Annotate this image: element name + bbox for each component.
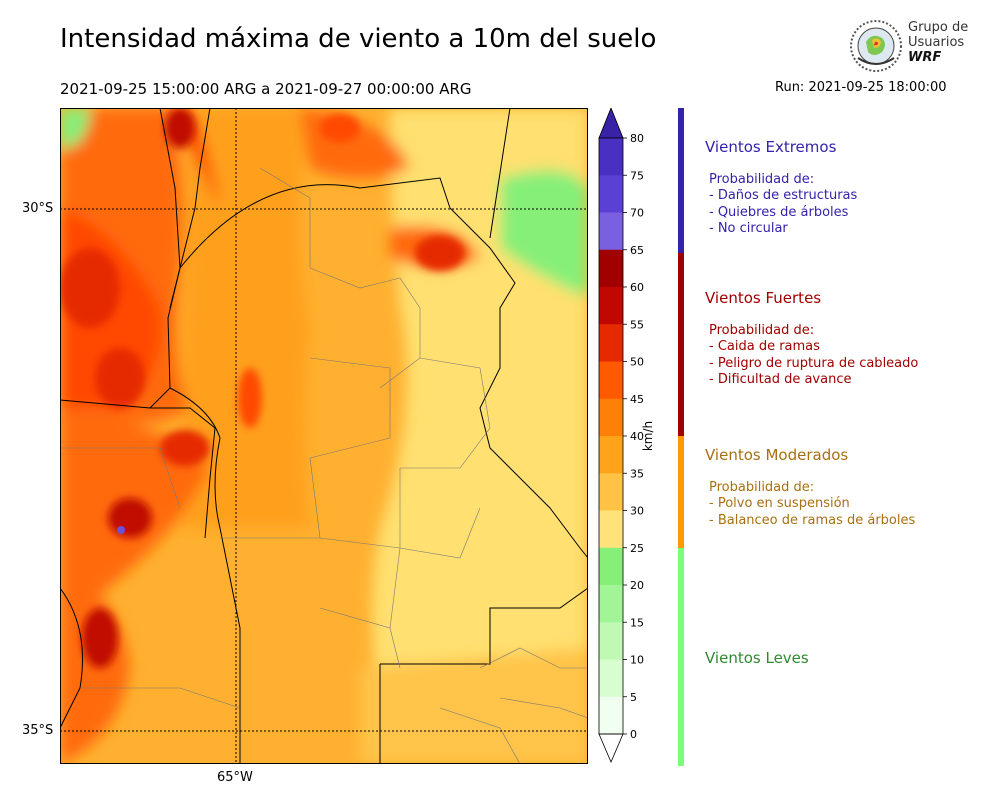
globe-logo-icon xyxy=(850,20,902,72)
logo-text: Grupo de Usuarios WRF xyxy=(908,20,969,65)
category-description-line: - Caida de ramas xyxy=(709,339,820,355)
lat-label-35s: 35°S xyxy=(22,723,54,738)
run-time: Run: 2021-09-25 18:00:00 xyxy=(775,80,947,95)
category-color-bar xyxy=(678,253,684,436)
category-description-line: - Peligro de ruptura de cableado xyxy=(709,355,919,371)
colorbar-tick-label: 55 xyxy=(630,318,644,331)
colorbar-tick-label: 50 xyxy=(630,356,644,369)
forecast-period: 2021-09-25 15:00:00 ARG a 2021-09-27 00:… xyxy=(60,80,472,98)
colorbar-tick-label: 65 xyxy=(630,244,644,257)
category-description-line: - Dificultad de avance xyxy=(709,371,852,387)
category-description: Probabilidad de: - Polvo en suspensión - B… xyxy=(709,480,915,529)
colorbar-segment xyxy=(599,138,623,176)
colorbar-tick-label: 40 xyxy=(630,430,644,443)
colorbar-segment xyxy=(599,175,623,213)
colorbar-tick-label: 10 xyxy=(630,654,644,667)
category-color-bar xyxy=(678,436,684,548)
colorbar-segment xyxy=(599,585,623,623)
category-name: Vientos Moderados xyxy=(705,446,849,464)
colorbar-tick-label: 60 xyxy=(630,281,644,294)
colorbar-segment xyxy=(599,212,623,251)
colorbar-bottom-arrow xyxy=(598,733,624,764)
colorbar-tick-label: 80 xyxy=(630,132,644,145)
category-color-bar xyxy=(678,108,684,253)
lat-label-30s: 30°S xyxy=(22,201,54,216)
colorbar-segment xyxy=(599,473,623,511)
category-description: Probabilidad de: - Daños de estructuras - … xyxy=(709,172,857,237)
colorbar-segment xyxy=(599,696,623,735)
colorbar-segment xyxy=(599,287,623,325)
colorbar-tick-label: 5 xyxy=(630,691,637,704)
colorbar-tick-label: 35 xyxy=(630,467,644,480)
colorbar: 0 5 10 15 20 25 30 35 40 45 50 55 60 65 70 75 80 km/h xyxy=(596,106,656,768)
colorbar-tick-label: 25 xyxy=(630,542,644,555)
colorbar-segment xyxy=(599,324,623,362)
category-name: Vientos Fuertes xyxy=(705,289,822,307)
colorbar-segment xyxy=(599,659,623,698)
colorbar-segment xyxy=(599,622,623,660)
colorbar-tick-label: 70 xyxy=(630,207,644,220)
colorbar-segment xyxy=(599,436,623,474)
colorbar-tick-label: 75 xyxy=(630,169,644,182)
category-name: Vientos Leves xyxy=(705,649,809,667)
lon-label-65w: 65°W xyxy=(217,770,253,785)
category-description-line: - Daños de estructuras xyxy=(709,188,858,204)
colorbar-segment xyxy=(599,249,623,288)
colorbar-segment xyxy=(599,547,623,586)
colorbar-tick-label: 15 xyxy=(630,616,644,629)
colorbar-tick-label: 20 xyxy=(630,579,644,592)
colorbar-segment xyxy=(599,398,623,437)
category-description: Probabilidad de: - Caida de ramas - Peligr… xyxy=(709,323,918,388)
colorbar-top-arrow xyxy=(598,106,624,139)
category-description-line: - Balanceo de ramas de árboles xyxy=(709,512,916,528)
colorbar-tick-label: 0 xyxy=(630,728,637,741)
category-description-line: Probabilidad de: xyxy=(709,480,815,495)
colorbar-segment xyxy=(599,361,623,400)
wrf-logo: Grupo de Usuarios WRF xyxy=(848,18,978,74)
category-description-line: - Polvo en suspensión xyxy=(709,496,850,512)
wind-map xyxy=(60,108,588,764)
map-title: Intensidad máxima de viento a 10m del su… xyxy=(60,24,657,54)
colorbar-segment xyxy=(599,510,623,549)
category-description-line: - No circular xyxy=(709,220,788,236)
colorbar-tick-label: 30 xyxy=(630,505,644,518)
colorbar-unit-label: km/h xyxy=(641,421,655,451)
category-name: Vientos Extremos xyxy=(705,138,837,156)
category-color-bar xyxy=(678,548,684,766)
category-description-line: Probabilidad de: xyxy=(709,172,815,187)
colorbar-tick-label: 45 xyxy=(630,393,644,406)
category-description-line: Probabilidad de: xyxy=(709,323,815,338)
category-description-line: - Quiebres de árboles xyxy=(709,204,849,220)
